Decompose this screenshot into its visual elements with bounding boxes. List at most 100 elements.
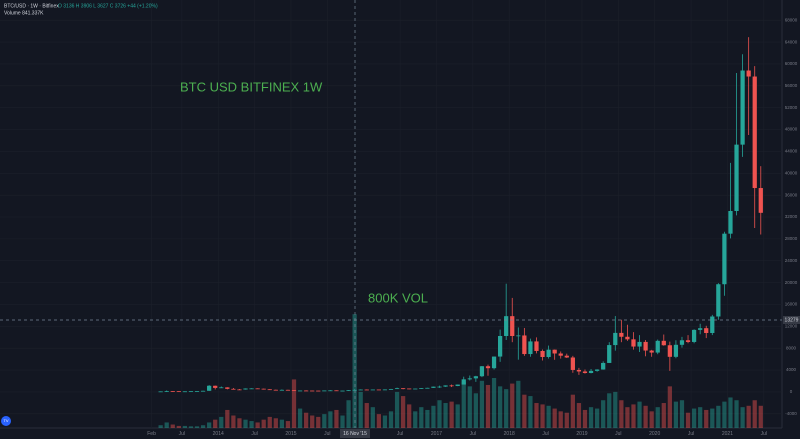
volume-bar	[716, 405, 721, 428]
crosshair-date: 16 Nov '15	[343, 431, 367, 437]
volume-bar	[364, 403, 369, 428]
candle-body	[613, 332, 618, 346]
candle-body	[358, 389, 363, 391]
volume-bar	[540, 404, 545, 428]
y-tick-label: 36000	[785, 192, 798, 197]
volume-bar	[407, 404, 412, 428]
candle-body	[431, 386, 436, 388]
volume-bar	[643, 405, 648, 428]
x-tick-label: Jul	[761, 431, 767, 437]
candle-body	[510, 316, 515, 337]
y-tick-label: 44000	[785, 149, 798, 154]
candle-body	[504, 316, 509, 337]
volume-bar	[213, 419, 218, 428]
candle-body	[255, 388, 260, 390]
volume-legend: Volume 841.337K	[4, 10, 44, 16]
candle-body	[322, 390, 327, 392]
y-tick-label: 40000	[785, 170, 798, 175]
candle-body	[407, 388, 412, 390]
candle-body	[261, 388, 266, 390]
candle-body	[546, 349, 551, 357]
candle-body	[601, 362, 606, 370]
candle-body	[437, 386, 442, 388]
candle-body	[661, 340, 666, 346]
volume-bar	[728, 397, 733, 428]
volume-bar	[528, 396, 533, 428]
volume-bar	[673, 401, 679, 428]
volume-bar	[491, 378, 497, 428]
candle-body	[758, 188, 763, 213]
candle-body	[625, 336, 630, 340]
volume-bar	[510, 383, 515, 428]
y-tick-label: 68000	[785, 17, 798, 22]
candle-body	[643, 341, 648, 351]
volume-bar	[522, 394, 527, 428]
x-tick-label: Jul	[397, 431, 403, 437]
candle-body	[576, 369, 582, 372]
volume-bar	[534, 403, 539, 428]
candle-body	[188, 391, 194, 393]
candle-body	[491, 356, 497, 369]
candle-body	[716, 284, 721, 317]
candle-body	[485, 366, 491, 369]
volume-bar	[261, 419, 266, 428]
x-tick-label: Jul	[542, 431, 548, 437]
candle-body	[346, 390, 351, 392]
candle-body	[691, 329, 697, 342]
volume-bar	[570, 394, 575, 428]
candle-body	[200, 390, 206, 392]
candle-body	[473, 376, 478, 379]
logo[interactable]	[1, 416, 11, 426]
y-tick-label: 52000	[785, 105, 798, 110]
volume-bar	[376, 414, 381, 428]
candle-body	[182, 391, 188, 393]
volume-bar	[267, 416, 272, 428]
y-tick-label: 32000	[785, 214, 798, 219]
volume-bar	[370, 407, 375, 428]
volume-bar	[176, 425, 181, 428]
candle-body	[740, 70, 745, 145]
y-tick-label: 56000	[785, 83, 798, 88]
volume-bar	[158, 425, 163, 428]
candle-body	[388, 389, 394, 390]
y-tick-label: 16000	[785, 302, 798, 307]
volume-bar	[394, 391, 400, 428]
candle-body	[594, 369, 600, 371]
x-tick-label: Jul	[688, 431, 694, 437]
volume-bar	[449, 401, 454, 428]
candle-body	[237, 389, 242, 391]
volume-bar	[655, 407, 660, 428]
candle-body	[194, 391, 200, 392]
candle-body	[467, 378, 472, 380]
crosshair-price: 13279	[785, 317, 799, 323]
y-tick-label: 60000	[785, 61, 798, 66]
volume-bar	[564, 412, 569, 428]
volume-bar	[667, 386, 672, 428]
candle-body	[746, 70, 751, 77]
volume-bar	[182, 425, 188, 428]
y-tick-label: 24000	[785, 258, 798, 263]
volume-bar	[740, 407, 745, 428]
x-tick-label: Jul	[615, 431, 621, 437]
annotation: BTC USD BITFINEX 1W	[180, 79, 323, 94]
volume-bar	[588, 407, 594, 428]
volume-bar	[322, 414, 327, 428]
x-tick-label: 2018	[504, 431, 515, 437]
candle-body	[273, 389, 278, 391]
x-tick-label: Jul	[470, 431, 476, 437]
symbol: BTC/USD · 1W · Bitfinex	[4, 3, 59, 9]
candle-body	[394, 388, 400, 390]
volume-bar	[473, 393, 478, 428]
volume-bar	[249, 421, 254, 428]
volume-bar	[388, 411, 394, 428]
volume-bar	[431, 405, 436, 428]
x-tick-label: 2019	[576, 431, 587, 437]
x-tick-label: Jul	[251, 431, 257, 437]
candle-body	[698, 328, 703, 330]
candle-body	[728, 210, 733, 234]
candle-body	[528, 341, 533, 355]
annotation: 800K VOL	[368, 290, 428, 305]
candle-body	[522, 335, 527, 355]
volume-bar	[710, 408, 715, 428]
